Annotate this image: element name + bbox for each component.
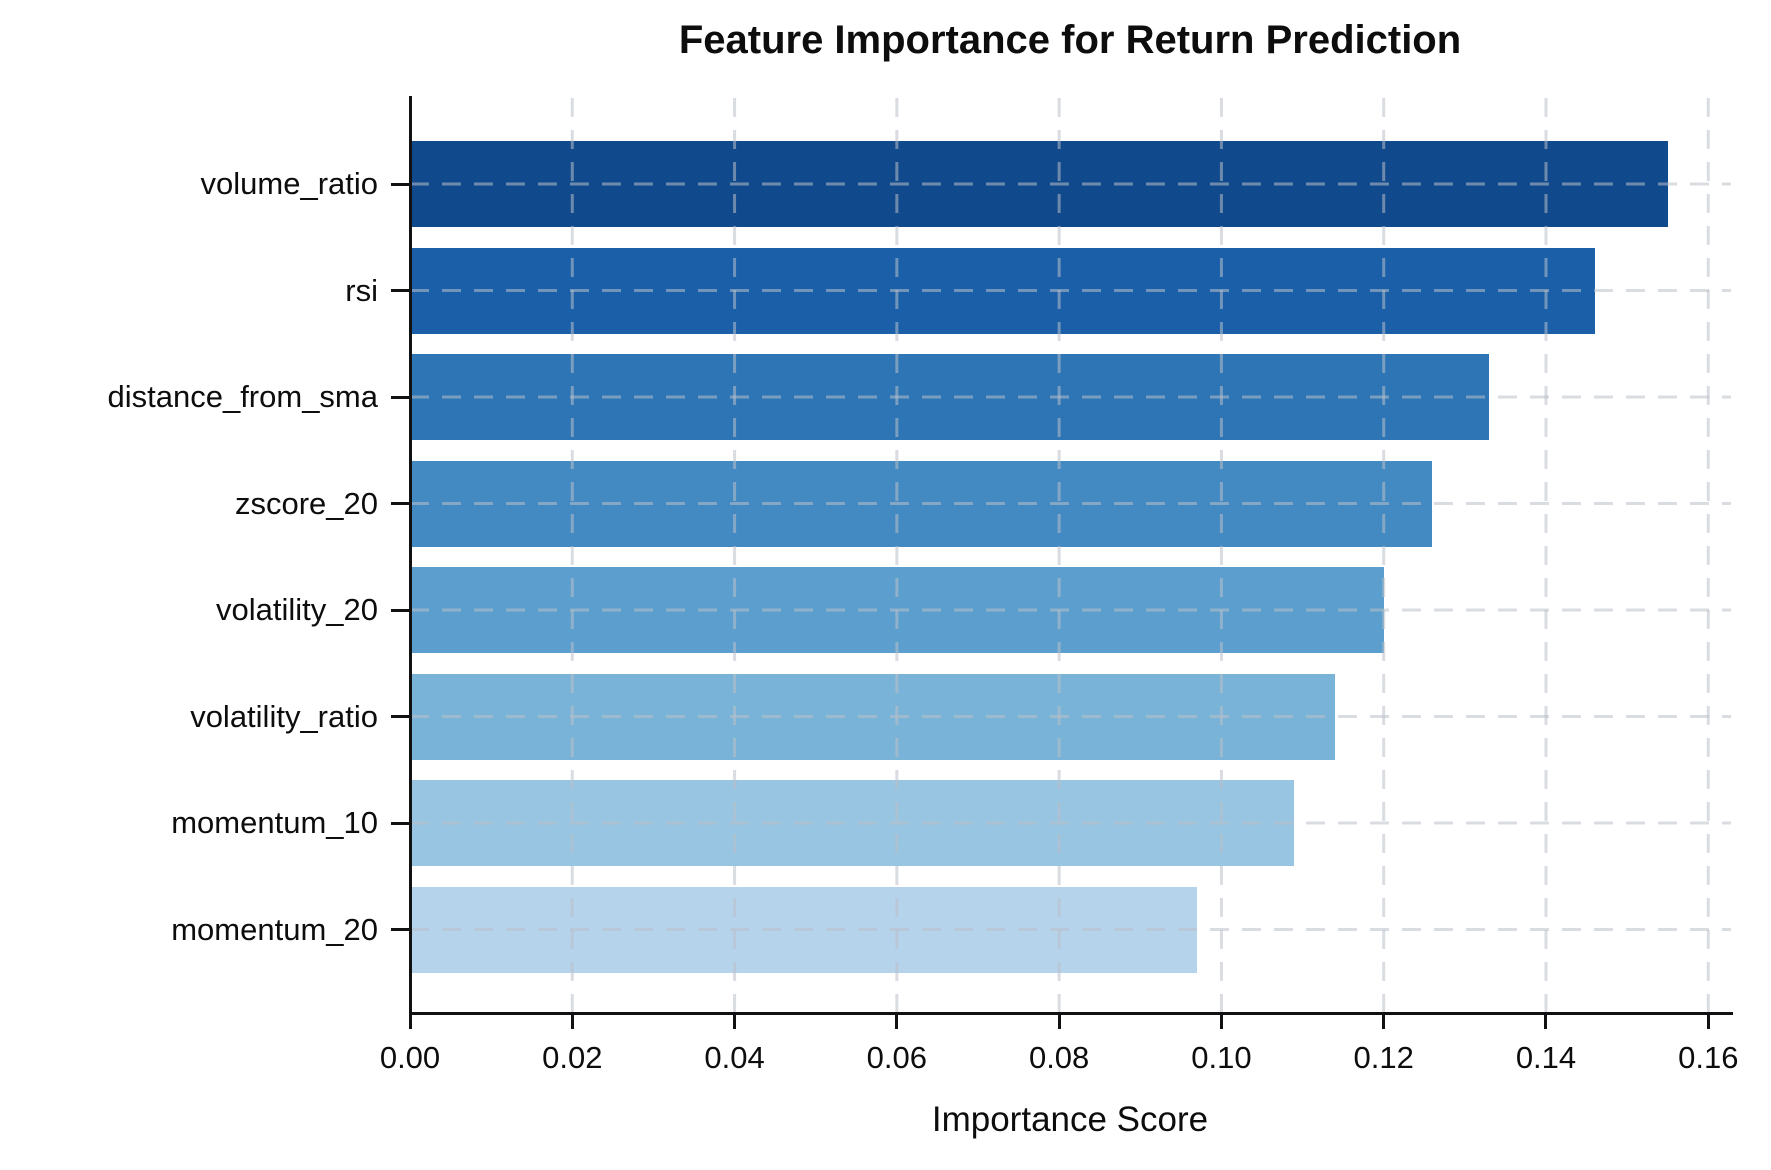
bar-zscore_20 (410, 460, 1433, 547)
x-tick-0.06 (895, 1014, 899, 1029)
bar-momentum_20 (410, 886, 1198, 973)
y-tick-distance_from_sma (391, 395, 410, 399)
x-tick-0.02 (570, 1014, 574, 1029)
plot-area (410, 98, 1731, 1013)
x-tick-label-0.02: 0.02 (542, 1040, 603, 1075)
x-axis-spine (409, 1012, 1733, 1015)
y-tick-rsi (391, 289, 410, 292)
x-tick-0.08 (1057, 1014, 1061, 1029)
x-tick-label-0.12: 0.12 (1353, 1040, 1414, 1075)
bar-rsi (410, 247, 1595, 334)
bars-layer (410, 98, 1731, 1013)
y-tick-label-distance_from_sma: distance_from_sma (107, 379, 378, 414)
y-tick-zscore_20 (391, 502, 410, 505)
x-tick-label-0.04: 0.04 (704, 1040, 765, 1075)
bar-volatility_ratio (410, 673, 1336, 760)
x-tick-0.10 (1219, 1014, 1223, 1029)
y-tick-momentum_20 (391, 928, 410, 931)
y-tick-label-momentum_20: momentum_20 (171, 911, 378, 947)
y-tick-volume_ratio (391, 182, 410, 186)
x-tick-label-0.08: 0.08 (1028, 1040, 1090, 1075)
y-tick-volatility_ratio (391, 715, 410, 718)
y-tick-momentum_10 (391, 821, 410, 825)
y-tick-label-zscore_20: zscore_20 (234, 485, 378, 521)
y-tick-label-volatility_ratio: volatility_ratio (190, 698, 378, 734)
bar-distance_from_sma (410, 354, 1490, 440)
x-axis-label: Importance Score (931, 1100, 1209, 1139)
x-tick-label-0.14: 0.14 (1515, 1040, 1577, 1075)
x-tick-0.14 (1544, 1014, 1548, 1029)
x-tick-label-0.10: 0.10 (1191, 1040, 1252, 1075)
y-tick-label-rsi: rsi (345, 272, 378, 308)
x-tick-label-0.06: 0.06 (866, 1040, 928, 1075)
bar-volume_ratio (410, 141, 1668, 227)
x-tick-0.04 (733, 1014, 737, 1029)
y-tick-label-volatility_20: volatility_20 (216, 592, 378, 627)
bar-volatility_20 (410, 567, 1384, 653)
x-tick-label-0.00: 0.00 (379, 1040, 441, 1075)
x-tick-label-0.16: 0.16 (1678, 1040, 1739, 1075)
x-tick-0.00 (408, 1014, 412, 1029)
x-tick-0.16 (1706, 1014, 1710, 1029)
y-tick-label-volume_ratio: volume_ratio (200, 166, 378, 201)
y-tick-label-momentum_10: momentum_10 (171, 805, 378, 840)
y-tick-volatility_20 (391, 608, 410, 612)
y-axis-spine (409, 96, 412, 1015)
bar-momentum_10 (410, 780, 1295, 866)
x-tick-0.12 (1382, 1014, 1386, 1029)
chart-title: Feature Importance for Return Prediction (678, 18, 1462, 62)
